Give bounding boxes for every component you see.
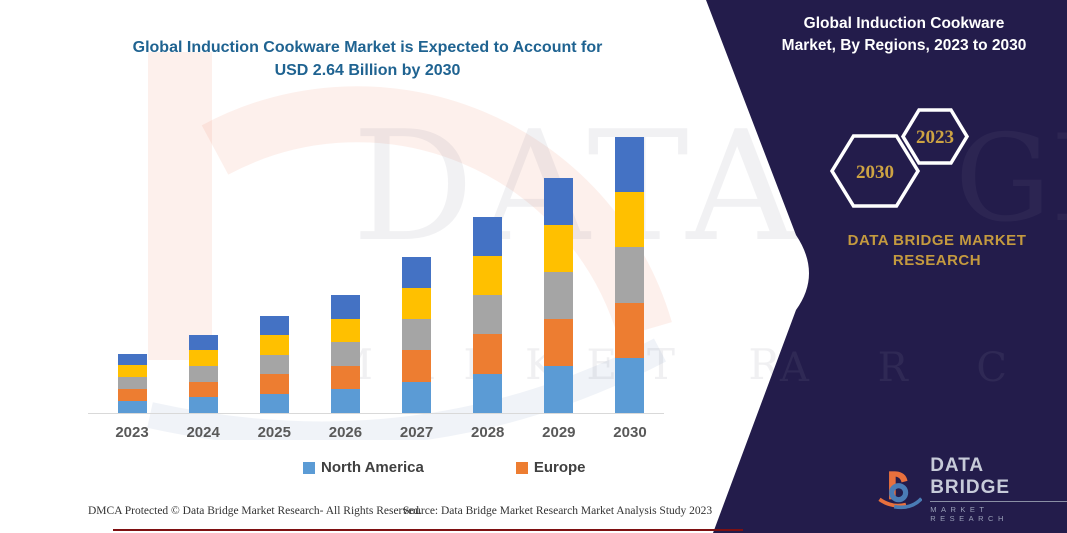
bar-2030 xyxy=(608,133,652,413)
bar-segment-2023-europe xyxy=(117,389,147,402)
bar-segment-2030-region-4-unlabeled- xyxy=(615,192,645,248)
chart-title-line1: Global Induction Cookware Market is Expe… xyxy=(132,39,603,56)
bar-segment-2025-europe xyxy=(259,374,289,394)
bar-segment-2024-europe xyxy=(188,381,218,398)
x-label-2026: 2026 xyxy=(328,424,363,441)
chart-title-line2: USD 2.64 Billion by 2030 xyxy=(274,62,461,79)
bar-segment-2029-europe xyxy=(544,319,574,366)
legend-item-north-america: North America xyxy=(303,459,424,476)
bar-segment-2030-region-3-unlabeled- xyxy=(615,247,645,303)
bar-segment-2030-region-5-unlabeled- xyxy=(615,137,645,193)
bar-segment-2029-region-5-unlabeled- xyxy=(544,178,574,225)
legend-swatch-icon xyxy=(515,461,528,474)
chart-legend: North America Europe xyxy=(303,459,586,476)
bar-segment-2027-region-5-unlabeled- xyxy=(402,256,432,288)
dmca-notice: DMCA Protected © Data Bridge Market Rese… xyxy=(88,505,422,517)
bar-segment-2026-europe xyxy=(330,365,360,390)
bar-segment-2028-region-5-unlabeled- xyxy=(473,216,503,256)
bar-stack-2025 xyxy=(259,316,289,413)
bar-stack-2029 xyxy=(544,178,574,413)
bar-segment-2025-region-3-unlabeled- xyxy=(259,354,289,375)
bar-segment-2030-north-america xyxy=(615,357,645,413)
bar-segment-2024-region-3-unlabeled- xyxy=(188,365,218,382)
chart-title: Global Induction Cookware Market is Expe… xyxy=(100,36,635,82)
bar-segment-2028-region-3-unlabeled- xyxy=(473,295,503,335)
bar-segment-2023-region-4-unlabeled- xyxy=(117,365,147,378)
x-label-2024: 2024 xyxy=(186,424,220,441)
bar-segment-2029-region-3-unlabeled- xyxy=(544,272,574,319)
bar-segment-2028-north-america xyxy=(473,373,503,413)
plot-area xyxy=(90,133,662,413)
bar-segment-2023-north-america xyxy=(117,401,147,413)
bar-stack-2024 xyxy=(188,334,218,413)
bar-segment-2026-region-4-unlabeled- xyxy=(330,318,360,343)
bar-segment-2029-north-america xyxy=(544,366,574,413)
bar-2028 xyxy=(466,133,510,413)
x-label-2023: 2023 xyxy=(115,424,149,441)
bar-segment-2024-north-america xyxy=(188,397,218,413)
bar-segment-2027-region-3-unlabeled- xyxy=(402,319,432,351)
bar-segment-2028-europe xyxy=(473,334,503,374)
bar-segment-2026-region-3-unlabeled- xyxy=(330,342,360,366)
bar-segment-2026-region-5-unlabeled- xyxy=(330,295,360,319)
bar-segment-2027-region-4-unlabeled- xyxy=(402,287,432,320)
bar-2024 xyxy=(181,133,225,413)
source-citation: Source: Data Bridge Market Research Mark… xyxy=(403,505,713,517)
x-label-2025: 2025 xyxy=(257,424,291,441)
x-axis-line xyxy=(88,413,664,414)
bar-segment-2028-region-4-unlabeled- xyxy=(473,255,503,296)
bar-2023 xyxy=(110,133,154,413)
bar-stack-2027 xyxy=(402,256,432,413)
bar-2026 xyxy=(323,133,367,413)
x-label-2029: 2029 xyxy=(542,424,576,441)
bar-segment-2030-europe xyxy=(615,302,645,358)
legend-swatch-icon xyxy=(303,461,315,474)
bar-segment-2024-region-4-unlabeled- xyxy=(188,350,218,366)
bar-segment-2023-region-5-unlabeled- xyxy=(117,353,147,366)
bar-segment-2025-region-5-unlabeled- xyxy=(259,316,289,336)
bar-2029 xyxy=(537,133,581,413)
x-label-2030: 2030 xyxy=(613,424,647,441)
bar-stack-2026 xyxy=(330,295,360,413)
bar-segment-2025-region-4-unlabeled- xyxy=(259,335,289,355)
bar-stack-2023 xyxy=(117,353,147,413)
x-label-2027: 2027 xyxy=(399,424,434,441)
legend-item-europe: Europe xyxy=(515,459,586,476)
bar-2027 xyxy=(395,133,439,413)
bar-segment-2027-north-america xyxy=(402,381,432,413)
legend-label: Europe xyxy=(533,459,586,476)
bar-segment-2027-europe xyxy=(402,350,432,382)
bar-segment-2025-north-america xyxy=(259,393,289,413)
bar-stack-2030 xyxy=(615,137,645,413)
legend-label: North America xyxy=(321,459,424,476)
bar-segment-2024-region-5-unlabeled- xyxy=(188,334,218,351)
x-label-2028: 2028 xyxy=(471,424,505,441)
bar-2025 xyxy=(252,133,296,413)
x-axis-labels: 2023 2024 2025 2026 2027 2028 2029 2030 xyxy=(90,424,662,441)
bar-segment-2026-north-america xyxy=(330,389,360,413)
bar-segment-2023-region-3-unlabeled- xyxy=(117,377,147,390)
bar-segment-2029-region-4-unlabeled- xyxy=(544,225,574,272)
bar-stack-2028 xyxy=(473,216,503,413)
bottom-rule xyxy=(113,529,743,531)
